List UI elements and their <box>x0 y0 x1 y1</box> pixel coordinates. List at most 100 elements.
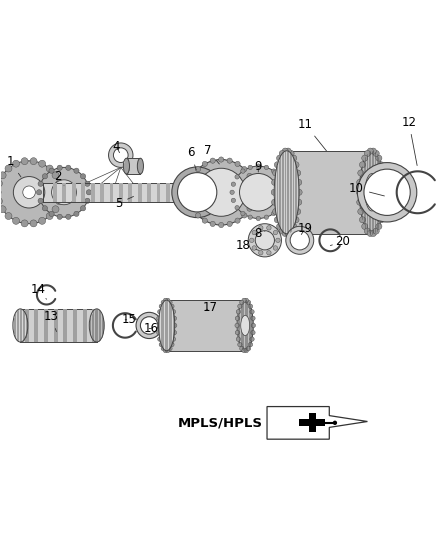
Circle shape <box>277 206 282 210</box>
Circle shape <box>235 330 240 335</box>
Circle shape <box>195 166 201 172</box>
Circle shape <box>357 189 362 195</box>
Circle shape <box>286 227 314 254</box>
Circle shape <box>52 180 77 205</box>
Text: 8: 8 <box>254 227 265 240</box>
Circle shape <box>267 225 271 230</box>
Circle shape <box>0 180 2 187</box>
Circle shape <box>264 165 268 169</box>
Ellipse shape <box>274 151 299 234</box>
Circle shape <box>202 218 208 223</box>
Circle shape <box>360 161 366 168</box>
Circle shape <box>30 158 37 165</box>
Circle shape <box>5 213 12 220</box>
Circle shape <box>252 230 257 235</box>
Circle shape <box>248 304 253 309</box>
Ellipse shape <box>241 316 250 336</box>
Circle shape <box>248 224 282 257</box>
Bar <box>63 183 67 202</box>
Circle shape <box>21 158 28 165</box>
Circle shape <box>5 165 12 172</box>
Circle shape <box>21 220 28 227</box>
Circle shape <box>197 168 245 216</box>
Circle shape <box>236 310 240 314</box>
Circle shape <box>74 168 79 173</box>
Circle shape <box>295 208 301 215</box>
Circle shape <box>232 166 285 219</box>
Circle shape <box>66 214 71 220</box>
Bar <box>64 309 67 342</box>
Circle shape <box>272 208 279 215</box>
Circle shape <box>159 304 163 309</box>
Circle shape <box>358 208 364 215</box>
Circle shape <box>250 238 254 243</box>
Circle shape <box>171 310 176 314</box>
Circle shape <box>0 172 6 179</box>
Circle shape <box>281 198 286 203</box>
Bar <box>83 309 87 342</box>
Circle shape <box>378 161 384 168</box>
Circle shape <box>81 174 86 179</box>
Circle shape <box>42 206 48 211</box>
Circle shape <box>381 189 387 195</box>
Circle shape <box>74 211 79 216</box>
Bar <box>44 309 48 342</box>
Circle shape <box>285 148 291 154</box>
Circle shape <box>170 304 174 309</box>
Circle shape <box>56 180 63 187</box>
Text: 2: 2 <box>54 171 64 185</box>
Bar <box>166 183 170 202</box>
Circle shape <box>276 155 283 161</box>
Circle shape <box>13 176 45 208</box>
Bar <box>299 419 325 426</box>
Circle shape <box>0 189 1 196</box>
Circle shape <box>230 190 234 195</box>
Circle shape <box>376 223 382 230</box>
Text: 20: 20 <box>330 235 350 248</box>
Circle shape <box>285 230 291 237</box>
Circle shape <box>293 217 299 223</box>
Circle shape <box>46 165 53 172</box>
Circle shape <box>274 161 280 168</box>
Text: 18: 18 <box>236 239 259 252</box>
Circle shape <box>85 198 90 204</box>
Circle shape <box>178 174 216 211</box>
Circle shape <box>235 323 239 328</box>
Circle shape <box>36 190 42 195</box>
Circle shape <box>244 349 248 353</box>
Circle shape <box>188 159 254 225</box>
Circle shape <box>13 160 20 167</box>
Circle shape <box>248 165 252 169</box>
Circle shape <box>357 163 417 222</box>
Circle shape <box>255 231 275 250</box>
Circle shape <box>52 172 59 179</box>
Ellipse shape <box>159 300 175 351</box>
Bar <box>54 309 58 342</box>
Circle shape <box>210 221 215 227</box>
Circle shape <box>235 175 239 179</box>
Bar <box>138 183 141 202</box>
Circle shape <box>177 173 217 212</box>
Bar <box>43 183 188 202</box>
Circle shape <box>172 330 177 335</box>
Circle shape <box>46 213 53 220</box>
Circle shape <box>49 211 54 216</box>
Circle shape <box>360 217 366 223</box>
Circle shape <box>49 168 54 173</box>
Circle shape <box>381 199 387 205</box>
Text: 9: 9 <box>254 159 262 173</box>
Circle shape <box>85 181 90 187</box>
Circle shape <box>251 316 255 320</box>
Text: 6: 6 <box>187 147 196 170</box>
Text: 10: 10 <box>349 182 385 196</box>
Circle shape <box>113 148 128 163</box>
Text: 1: 1 <box>7 155 21 177</box>
Circle shape <box>248 342 253 347</box>
Circle shape <box>231 182 236 187</box>
Circle shape <box>367 230 373 237</box>
Circle shape <box>195 213 201 218</box>
Polygon shape <box>188 183 212 202</box>
Text: MPLS/HPLS: MPLS/HPLS <box>178 416 263 429</box>
Circle shape <box>364 228 371 234</box>
Bar <box>127 158 141 174</box>
